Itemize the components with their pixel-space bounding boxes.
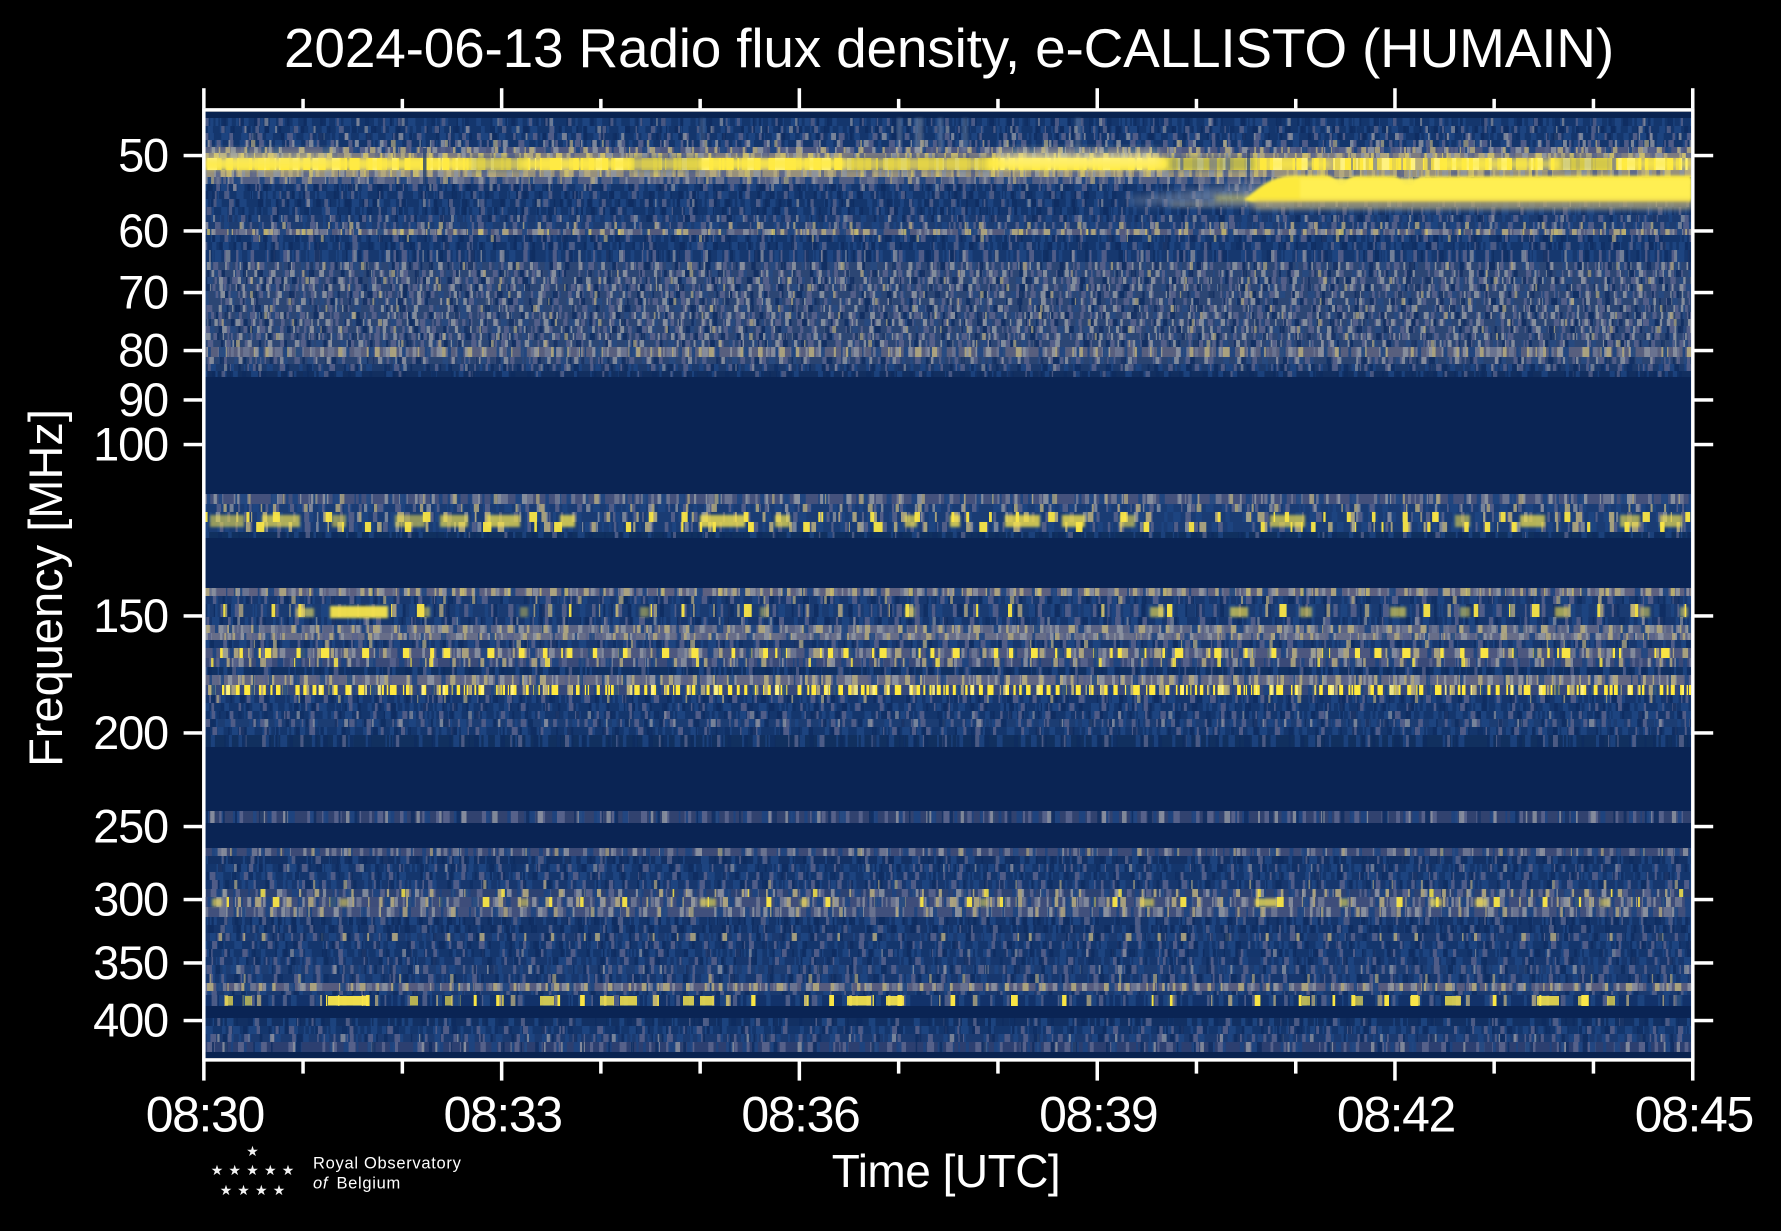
- svg-text:80: 80: [118, 324, 168, 377]
- svg-text:400: 400: [93, 994, 168, 1047]
- svg-text:50: 50: [118, 129, 168, 182]
- svg-text:08:45: 08:45: [1635, 1087, 1753, 1143]
- svg-text:08:39: 08:39: [1039, 1087, 1157, 1143]
- svg-text:300: 300: [93, 873, 168, 926]
- svg-text:08:42: 08:42: [1337, 1087, 1455, 1143]
- svg-text:Time [UTC]: Time [UTC]: [832, 1145, 1060, 1197]
- svg-text:70: 70: [118, 266, 168, 319]
- svg-text:Royal Observatory: Royal Observatory: [313, 1155, 462, 1173]
- svg-text:08:30: 08:30: [146, 1087, 264, 1143]
- svg-text:08:33: 08:33: [444, 1087, 562, 1143]
- svg-text:08:36: 08:36: [741, 1087, 859, 1143]
- svg-text:350: 350: [93, 936, 168, 989]
- svg-text:2024-06-13 Radio flux density,: 2024-06-13 Radio flux density, e-CALLIST…: [284, 17, 1614, 79]
- svg-text:90: 90: [118, 373, 168, 426]
- svg-text:100: 100: [93, 418, 168, 471]
- svg-text:150: 150: [93, 589, 168, 642]
- svg-text:200: 200: [93, 706, 168, 759]
- svg-text:250: 250: [93, 800, 168, 853]
- svg-text:Frequency [MHz]: Frequency [MHz]: [19, 409, 72, 767]
- svg-text:60: 60: [118, 204, 168, 257]
- svg-text:of Belgium: of Belgium: [313, 1175, 401, 1193]
